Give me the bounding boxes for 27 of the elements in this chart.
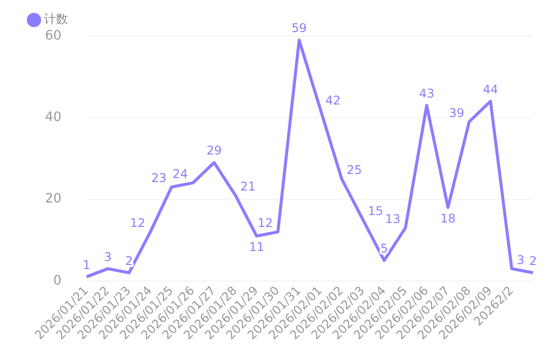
- data-label: 21: [240, 179, 256, 194]
- data-label: 13: [385, 212, 400, 226]
- data-label: 44: [482, 82, 498, 96]
- data-label: 25: [346, 162, 362, 177]
- data-label: 12: [130, 216, 146, 230]
- data-label: 23: [151, 171, 167, 186]
- data-label: 12: [258, 216, 273, 230]
- data-label: 42: [325, 94, 341, 108]
- data-label: 2: [529, 254, 537, 268]
- legend-label: 计数: [44, 12, 68, 26]
- y-tick-label: 20: [44, 192, 62, 207]
- data-label: 43: [419, 86, 434, 101]
- data-label: 24: [172, 167, 188, 182]
- data-label: 39: [448, 106, 464, 120]
- data-label: 1: [82, 258, 90, 272]
- data-label: 29: [206, 144, 222, 158]
- y-tick-label: 0: [53, 273, 62, 288]
- data-label: 59: [292, 21, 307, 36]
- y-tick-label: 60: [44, 28, 62, 44]
- data-label: 15: [368, 204, 384, 218]
- data-label: 18: [440, 212, 456, 226]
- data-label: 11: [248, 240, 264, 254]
- data-label: 3: [104, 250, 112, 264]
- y-tick-label: 40: [44, 110, 62, 126]
- data-label: 2: [125, 254, 133, 268]
- data-label: 5: [380, 242, 388, 256]
- data-label: 3: [516, 252, 524, 267]
